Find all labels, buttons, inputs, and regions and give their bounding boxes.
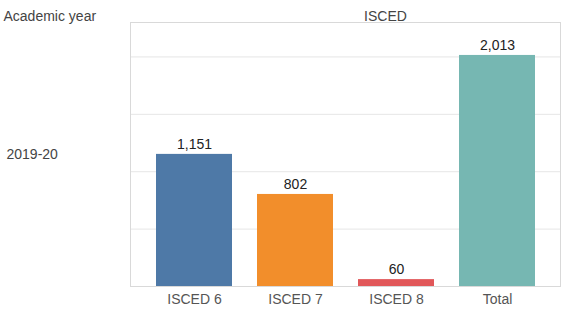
svg-text:ISCED 7: ISCED 7 bbox=[268, 291, 323, 307]
svg-text:802: 802 bbox=[284, 176, 308, 192]
svg-text:2,013: 2,013 bbox=[480, 37, 515, 53]
svg-text:ISCED 8: ISCED 8 bbox=[369, 291, 424, 307]
svg-text:Total: Total bbox=[483, 291, 513, 307]
svg-text:Academic year: Academic year bbox=[4, 8, 97, 24]
svg-text:60: 60 bbox=[389, 261, 405, 277]
svg-text:1,151: 1,151 bbox=[177, 136, 212, 152]
svg-text:2019-20: 2019-20 bbox=[7, 146, 59, 162]
svg-text:ISCED 6: ISCED 6 bbox=[167, 291, 222, 307]
svg-text:ISCED: ISCED bbox=[364, 8, 407, 24]
